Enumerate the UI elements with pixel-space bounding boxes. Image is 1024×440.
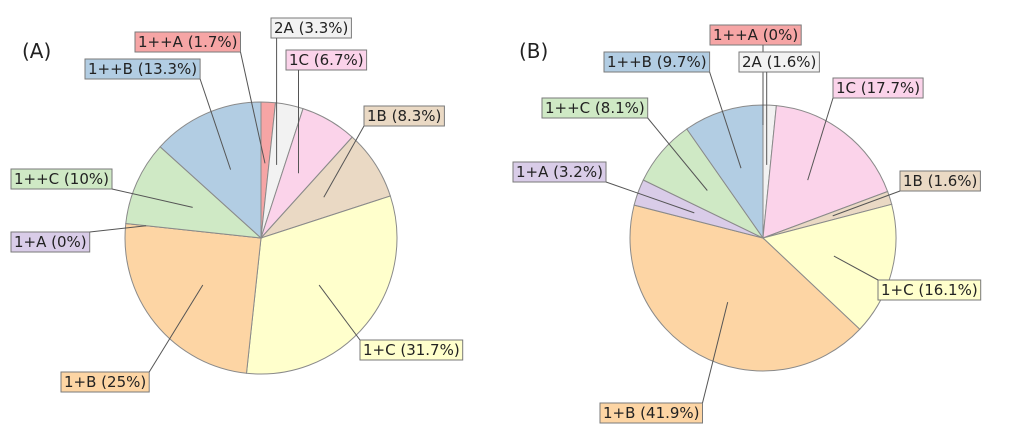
pie-label-2a: 2A (3.3%) — [270, 17, 352, 165]
label-text: 1++B (9.7%) — [607, 53, 707, 71]
pie-slices — [124, 101, 398, 375]
label-box — [877, 279, 982, 301]
label-text: 1++C (8.1%) — [545, 99, 645, 117]
leader-line — [111, 188, 193, 208]
pie-label-1pb: 1+B (41.9%) — [599, 301, 729, 424]
label-box — [541, 97, 649, 119]
leader-line — [807, 97, 834, 181]
pie-labels: 1++A (0%) 2A (1.6%) 1C (17.7%) 1B (1.6%) 1+C… — [512, 24, 982, 424]
pie-slice-1pc — [762, 203, 897, 330]
label-box — [603, 51, 711, 73]
label-box — [738, 51, 820, 73]
label-text: 1+C (16.1%) — [881, 281, 978, 299]
leader-line — [709, 71, 742, 169]
leader-line — [702, 301, 729, 404]
pie-slice-1pb — [629, 204, 861, 372]
pie-label-1pa: 1+A (0%) — [10, 225, 147, 253]
pie-slice-1pb — [124, 222, 262, 374]
pie-label-1ppc: 1++C (10%) — [10, 168, 193, 208]
pie-label-1c: 1C (17.7%) — [807, 77, 924, 181]
label-text: 1++C (10%) — [14, 170, 109, 188]
label-box — [359, 339, 464, 361]
label-text: 1++A (0%) — [713, 26, 798, 44]
label-text: 2A (3.3%) — [274, 19, 348, 37]
pie-label-2a: 2A (1.6%) — [738, 51, 820, 165]
label-box — [84, 58, 201, 80]
label-text: 1+B (25%) — [64, 373, 146, 391]
label-text: 1B (8.3%) — [367, 107, 441, 125]
leader-line — [89, 225, 147, 233]
leader-line — [647, 117, 708, 191]
label-text: 1+A (3.2%) — [516, 163, 603, 181]
label-box — [270, 17, 352, 39]
leader-line — [832, 190, 901, 217]
pie-slices — [629, 104, 897, 372]
label-box — [285, 49, 368, 71]
leader-line — [833, 255, 879, 281]
pie-label-1ppa: 1++A (1.7%) — [134, 31, 266, 164]
label-text: 1B (1.6%) — [903, 172, 977, 190]
pie-label-1ppa: 1++A (0%) — [709, 24, 802, 125]
leader-line — [318, 284, 361, 341]
label-box — [709, 24, 802, 46]
label-text: 1++B (13.3%) — [88, 60, 197, 78]
leader-line — [605, 181, 695, 214]
pie-label-1ppb: 1++B (13.3%) — [84, 58, 232, 170]
pie-label-1pa: 1+A (3.2%) — [512, 161, 695, 214]
pie-label-1ppb: 1++B (9.7%) — [603, 51, 742, 169]
pie-slice-1ppc — [125, 146, 263, 239]
panel-label-b: (B) — [519, 39, 548, 63]
label-text: 1C (6.7%) — [289, 51, 364, 69]
pie-slice-1ppb — [159, 101, 262, 240]
pie-labels: 1++A (1.7%) 2A (3.3%) 1C (6.7%) 1B (8.3%) 1+… — [10, 17, 464, 393]
panel-label-a: (A) — [22, 39, 51, 63]
label-box — [363, 105, 445, 127]
pie-label-1ppc: 1++C (8.1%) — [541, 97, 708, 191]
pie-label-1c: 1C (6.7%) — [285, 49, 368, 174]
label-box — [599, 402, 703, 424]
label-box — [899, 170, 981, 192]
pie-label-1pc: 1+C (31.7%) — [318, 284, 464, 361]
pie-label-1pc: 1+C (16.1%) — [833, 255, 982, 301]
pie-slice-1ppb — [686, 104, 764, 240]
label-text: 2A (1.6%) — [742, 53, 816, 71]
pie-label-1pb: 1+B (25%) — [60, 284, 204, 393]
leader-line — [323, 125, 365, 198]
pie-slice-1c — [762, 105, 889, 239]
label-box — [60, 371, 150, 393]
pie-label-1b: 1B (1.6%) — [832, 170, 981, 217]
pie-chart-a: (A) 1++A (1.7%) 2A (3.3%) 1C (6.7%) 1B (8.3… — [10, 17, 464, 393]
label-text: 1++A (1.7%) — [138, 33, 238, 51]
label-box — [832, 77, 924, 99]
label-box — [134, 31, 241, 53]
label-text: 1+A (0%) — [14, 233, 87, 251]
label-box — [10, 231, 91, 253]
pie-label-1b: 1B (8.3%) — [323, 105, 445, 198]
leader-line — [199, 78, 232, 170]
label-text: 1C (17.7%) — [836, 79, 920, 97]
label-text: 1+C (31.7%) — [363, 341, 460, 359]
leader-line — [240, 51, 266, 164]
pie-slice-1pc — [245, 195, 398, 375]
pie-chart-b: (B) 1++A (0%) 2A (1.6%) 1C (17.7%) 1B (1.6%… — [512, 24, 982, 424]
label-text: 1+B (41.9%) — [603, 404, 700, 422]
label-box — [10, 168, 113, 190]
label-box — [512, 161, 607, 183]
leader-line — [148, 284, 204, 373]
